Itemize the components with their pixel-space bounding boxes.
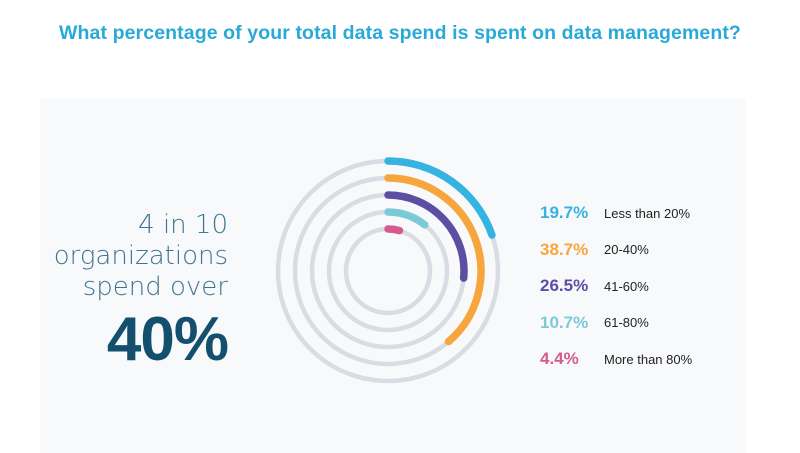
ring-arc-more-than-80 bbox=[384, 225, 404, 235]
legend-item-more-than-80: 4.4% More than 80% bbox=[540, 341, 692, 378]
legend-label: Less than 20% bbox=[604, 205, 691, 221]
callout-line-3: spend over bbox=[82, 272, 228, 302]
callout-big-number: 40% bbox=[106, 305, 229, 374]
ring-track-more-than-80 bbox=[343, 226, 433, 316]
legend: 19.7% Less than 20% 38.7% 20-40% 26.5% 4… bbox=[540, 195, 692, 378]
chart-title: What percentage of your total data spend… bbox=[59, 22, 741, 44]
legend-value: 38.7% bbox=[540, 239, 589, 259]
legend-item-20-40: 38.7% 20-40% bbox=[540, 232, 692, 269]
ring-arcs bbox=[384, 157, 496, 346]
legend-value: 10.7% bbox=[540, 312, 589, 332]
chart-panel bbox=[40, 98, 746, 453]
legend-value: 4.4% bbox=[540, 349, 579, 369]
legend-value: 26.5% bbox=[540, 276, 589, 296]
legend-item-41-60: 26.5% 41-60% bbox=[540, 268, 692, 305]
legend-label: 41-60% bbox=[604, 278, 649, 294]
callout-line-2: organizations bbox=[53, 241, 228, 271]
ring-arc-less-than-20 bbox=[384, 157, 496, 239]
ring-arc-20-40 bbox=[384, 174, 485, 346]
legend-label: 20-40% bbox=[604, 242, 649, 258]
legend-value: 19.7% bbox=[540, 203, 589, 223]
callout: 4 in 10 organizations spend over 40% bbox=[53, 210, 229, 374]
legend-label: More than 80% bbox=[604, 351, 693, 367]
legend-item-61-80: 10.7% 61-80% bbox=[540, 305, 692, 342]
legend-item-less-than-20: 19.7% Less than 20% bbox=[540, 195, 692, 232]
ring-arc-61-80 bbox=[384, 208, 429, 229]
legend-label: 61-80% bbox=[604, 315, 649, 331]
ring-arc-41-60 bbox=[384, 191, 468, 282]
callout-line-1: 4 in 10 bbox=[138, 210, 228, 240]
